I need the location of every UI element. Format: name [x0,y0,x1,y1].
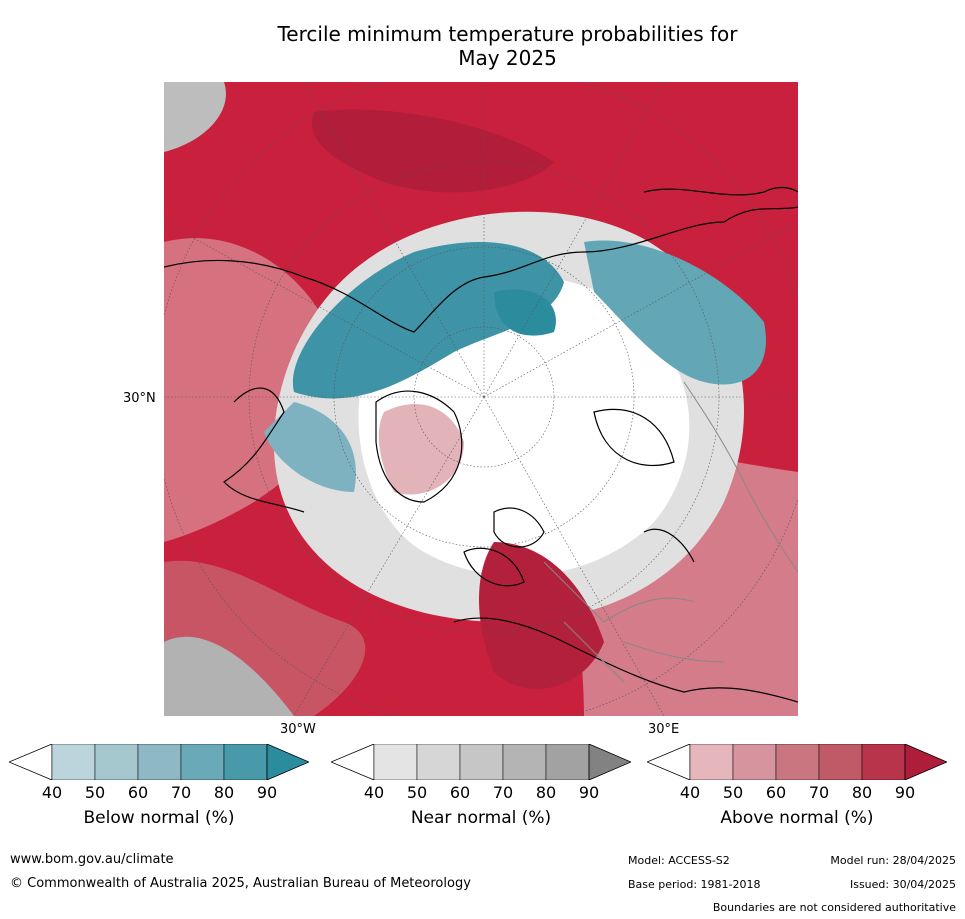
tick-label: 60 [765,783,787,802]
tick-label: 70 [808,783,830,802]
colorbar-below-ticks: 40 50 60 70 80 90 [9,783,309,803]
colorbar-swatch [775,743,820,781]
tick-label: 90 [578,783,600,802]
colorbar-swatch [818,743,863,781]
colorbar-swatch [51,743,96,781]
colorbar-swatch [459,743,504,781]
colorbar-above-normal [645,743,949,781]
colorbar-above-ticks: 40 50 60 70 80 90 [647,783,947,803]
tick-label: 70 [170,783,192,802]
colorbar-below-normal [7,743,311,781]
colorbar-swatch [689,743,734,781]
tick-label: 60 [127,783,149,802]
tick-label: 90 [256,783,278,802]
colorbar-near-svg [329,743,633,781]
longitude-graticule [164,82,798,716]
chart-title: Tercile minimum temperature probabilitie… [160,22,855,70]
colorbar-below-svg [7,743,311,781]
tick-label: 90 [894,783,916,802]
copyright-text: © Commonwealth of Australia 2025, Austra… [10,876,471,891]
coastlines [164,187,798,703]
title-line-2: May 2025 [458,46,557,70]
arctic-islands-cold-region [494,289,556,336]
colorbar-near-normal [329,743,633,781]
base-period: Base period: 1981-2018 [628,878,761,891]
lon-label-30e: 30°E [648,722,680,737]
colorbar-above-title: Above normal (%) [720,808,874,828]
subtropic-grey-region [164,636,294,716]
colorbar-swatch [223,743,268,781]
colorbar-below-swatches [7,743,311,781]
tick-label: 50 [84,783,106,802]
colorbar-extend-low [329,743,375,781]
lat-label-30n: 30°N [123,391,156,406]
tick-label: 40 [363,783,385,802]
colorbar-above-svg [645,743,949,781]
colorbar-near-title: Near normal (%) [410,808,552,828]
title-line-1: Tercile minimum temperature probabilitie… [277,22,738,46]
website-link[interactable]: www.bom.gov.au/climate [10,852,174,867]
map-canvas [164,82,798,716]
colorbar-above-swatches [645,743,949,781]
model-name: Model: ACCESS-S2 [628,854,730,867]
colorbar-swatch [502,743,547,781]
alaska-cold-region [264,402,356,492]
tick-label: 80 [535,783,557,802]
issued-date: Issued: 30/04/2025 [849,878,956,891]
colorbar-swatch [861,743,906,781]
boundaries-disclaimer: Boundaries are not considered authoritat… [712,901,956,914]
tick-label: 70 [492,783,514,802]
lon-label-30w: 30°W [280,722,316,737]
model-run-date: Model run: 28/04/2025 [830,854,956,867]
corner-grey-region [164,82,226,152]
tick-label: 80 [213,783,235,802]
colorbar-swatch [137,743,182,781]
colorbar-swatch [373,743,418,781]
colorbar-extend-high [904,743,949,781]
probability-map [164,82,798,716]
tick-label: 50 [722,783,744,802]
colorbar-swatch [180,743,225,781]
colorbar-extend-low [645,743,691,781]
tick-label: 50 [406,783,428,802]
colorbar-near-ticks: 40 50 60 70 80 90 [331,783,631,803]
pacific-north-warm-region [312,109,554,193]
tick-label: 40 [41,783,63,802]
colorbar-near-swatches [329,743,633,781]
colorbar-below-title: Below normal (%) [83,808,235,828]
colorbar-extend-high [588,743,633,781]
greenland-warm-region [378,403,464,495]
country-borders [543,381,798,683]
colorbar-extend-low [7,743,53,781]
canada-cold-region [292,242,564,399]
siberia-cold-region [584,240,766,385]
colorbar-extend-high [266,743,311,781]
tick-label: 80 [851,783,873,802]
colorbar-swatch [416,743,461,781]
colorbar-swatch [732,743,777,781]
tick-label: 60 [449,783,471,802]
europe-warm-region [479,542,604,689]
tick-label: 40 [679,783,701,802]
colorbar-swatch [94,743,139,781]
colorbar-swatch [545,743,590,781]
